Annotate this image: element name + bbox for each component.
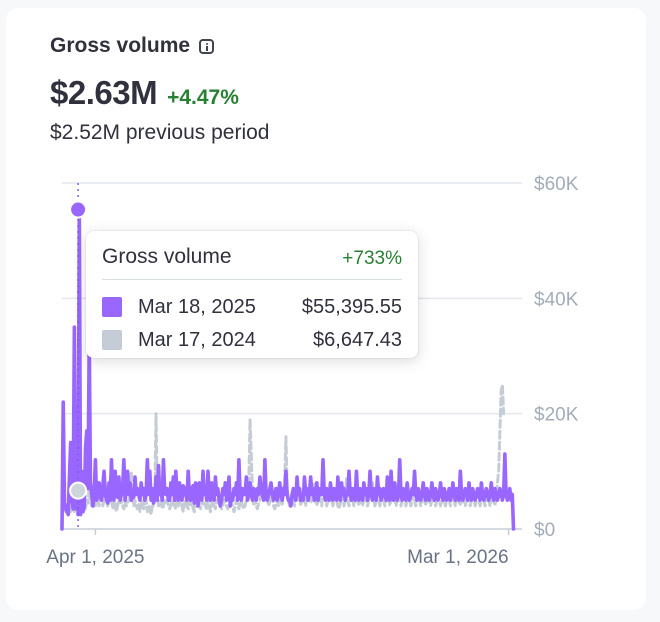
tooltip-amount: $6,647.43 [313, 328, 402, 351]
info-icon[interactable] [199, 38, 215, 54]
tooltip-amount: $55,395.55 [301, 295, 402, 318]
tooltip-header: Gross volume +733% [102, 245, 402, 280]
tooltip-row-previous: Mar 17, 2024 $6,647.43 [102, 327, 402, 353]
title-row: Gross volume [50, 34, 215, 58]
y-tick-label: $20K [534, 405, 579, 426]
y-axis-labels: $0 $20K $40K $60K [534, 174, 579, 541]
tooltip-change: +733% [342, 248, 402, 269]
current-point [69, 200, 88, 219]
tooltip-date: Mar 17, 2024 [138, 328, 256, 351]
tooltip-title: Gross volume [102, 245, 232, 268]
previous-point [69, 481, 88, 500]
y-tick-label: $60K [534, 174, 579, 195]
chart-tooltip: Gross volume +733% Mar 18, 2025 $55,395.… [86, 231, 418, 358]
chart-series [60, 207, 516, 531]
total-value: $2.63M [50, 74, 158, 111]
previous-period-value: $2.52M previous period [50, 121, 270, 144]
previous-period-swatch [102, 330, 122, 350]
tooltip-row-current: Mar 18, 2025 $55,395.55 [102, 294, 402, 320]
hover-markers [69, 183, 88, 529]
tooltip-date: Mar 18, 2025 [138, 295, 256, 318]
y-tick-label: $40K [534, 289, 579, 310]
y-tick-label: $0 [534, 520, 555, 541]
x-axis-labels: Apr 1, 2025 Mar 1, 2026 [46, 529, 510, 568]
change-percent: +4.47% [167, 86, 239, 109]
widget-title: Gross volume [50, 34, 191, 57]
current-period-swatch [102, 297, 122, 317]
value-row: $2.63M +4.47% [50, 74, 239, 112]
x-tick-label: Apr 1, 2025 [46, 547, 144, 568]
x-tick-label: Mar 1, 2026 [407, 547, 508, 568]
current-period-line [60, 207, 516, 531]
